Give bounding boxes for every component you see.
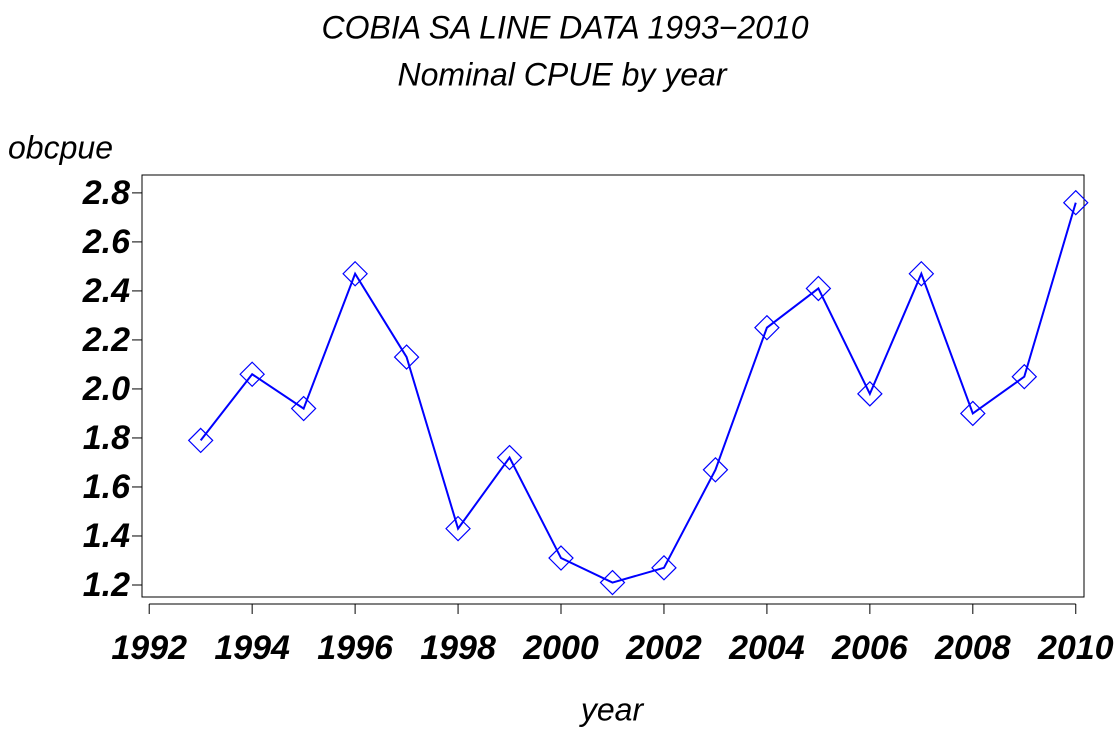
- y-tick-label: 2.2: [82, 321, 130, 359]
- y-axis-label: obcpue: [8, 129, 113, 165]
- data-marker: [342, 260, 368, 287]
- x-tick-label: 1992: [111, 629, 187, 667]
- data-marker: [187, 427, 214, 454]
- y-tick-label: 1.6: [83, 468, 131, 506]
- chart-title: COBIA SA LINE DATA 1993−2010: [321, 9, 808, 45]
- data-marker: [651, 554, 677, 581]
- x-tick-label: 1996: [317, 629, 394, 667]
- y-tick-label: 1.4: [83, 517, 130, 555]
- data-marker: [393, 344, 420, 370]
- data-marker: [548, 545, 574, 571]
- x-tick-label: 2006: [831, 629, 909, 667]
- data-marker: [959, 400, 986, 427]
- x-tick-label: 2000: [522, 629, 599, 667]
- data-marker: [908, 260, 935, 287]
- x-tick-label: 1998: [420, 629, 496, 667]
- data-marker: [445, 515, 471, 542]
- data-marker: [1062, 189, 1089, 216]
- chart-subtitle: Nominal CPUE by year: [398, 56, 728, 92]
- data-marker: [239, 361, 266, 388]
- x-axis-label: year: [579, 691, 645, 727]
- y-tick-label: 2.6: [82, 223, 131, 261]
- x-tick-label: 2010: [1037, 629, 1114, 667]
- y-tick-label: 2.4: [82, 272, 130, 310]
- y-tick-label: 2.8: [82, 174, 130, 212]
- data-marker: [290, 395, 317, 422]
- y-tick-label: 2.0: [82, 370, 130, 408]
- data-line: [199, 202, 1077, 584]
- data-marker: [599, 569, 626, 596]
- plot-frame: [141, 174, 1085, 598]
- x-tick-label: 2002: [625, 629, 702, 667]
- x-tick-label: 2004: [728, 629, 805, 667]
- y-tick-label: 1.2: [83, 566, 130, 604]
- data-marker: [754, 314, 780, 341]
- y-tick-label: 1.8: [83, 419, 130, 457]
- data-marker: [496, 444, 523, 471]
- x-tick-label: 2008: [934, 629, 1011, 667]
- data-marker: [805, 275, 832, 302]
- data-marker: [1011, 363, 1038, 390]
- data-marker: [702, 456, 729, 483]
- data-marker: [857, 380, 883, 407]
- x-tick-label: 1994: [214, 629, 290, 667]
